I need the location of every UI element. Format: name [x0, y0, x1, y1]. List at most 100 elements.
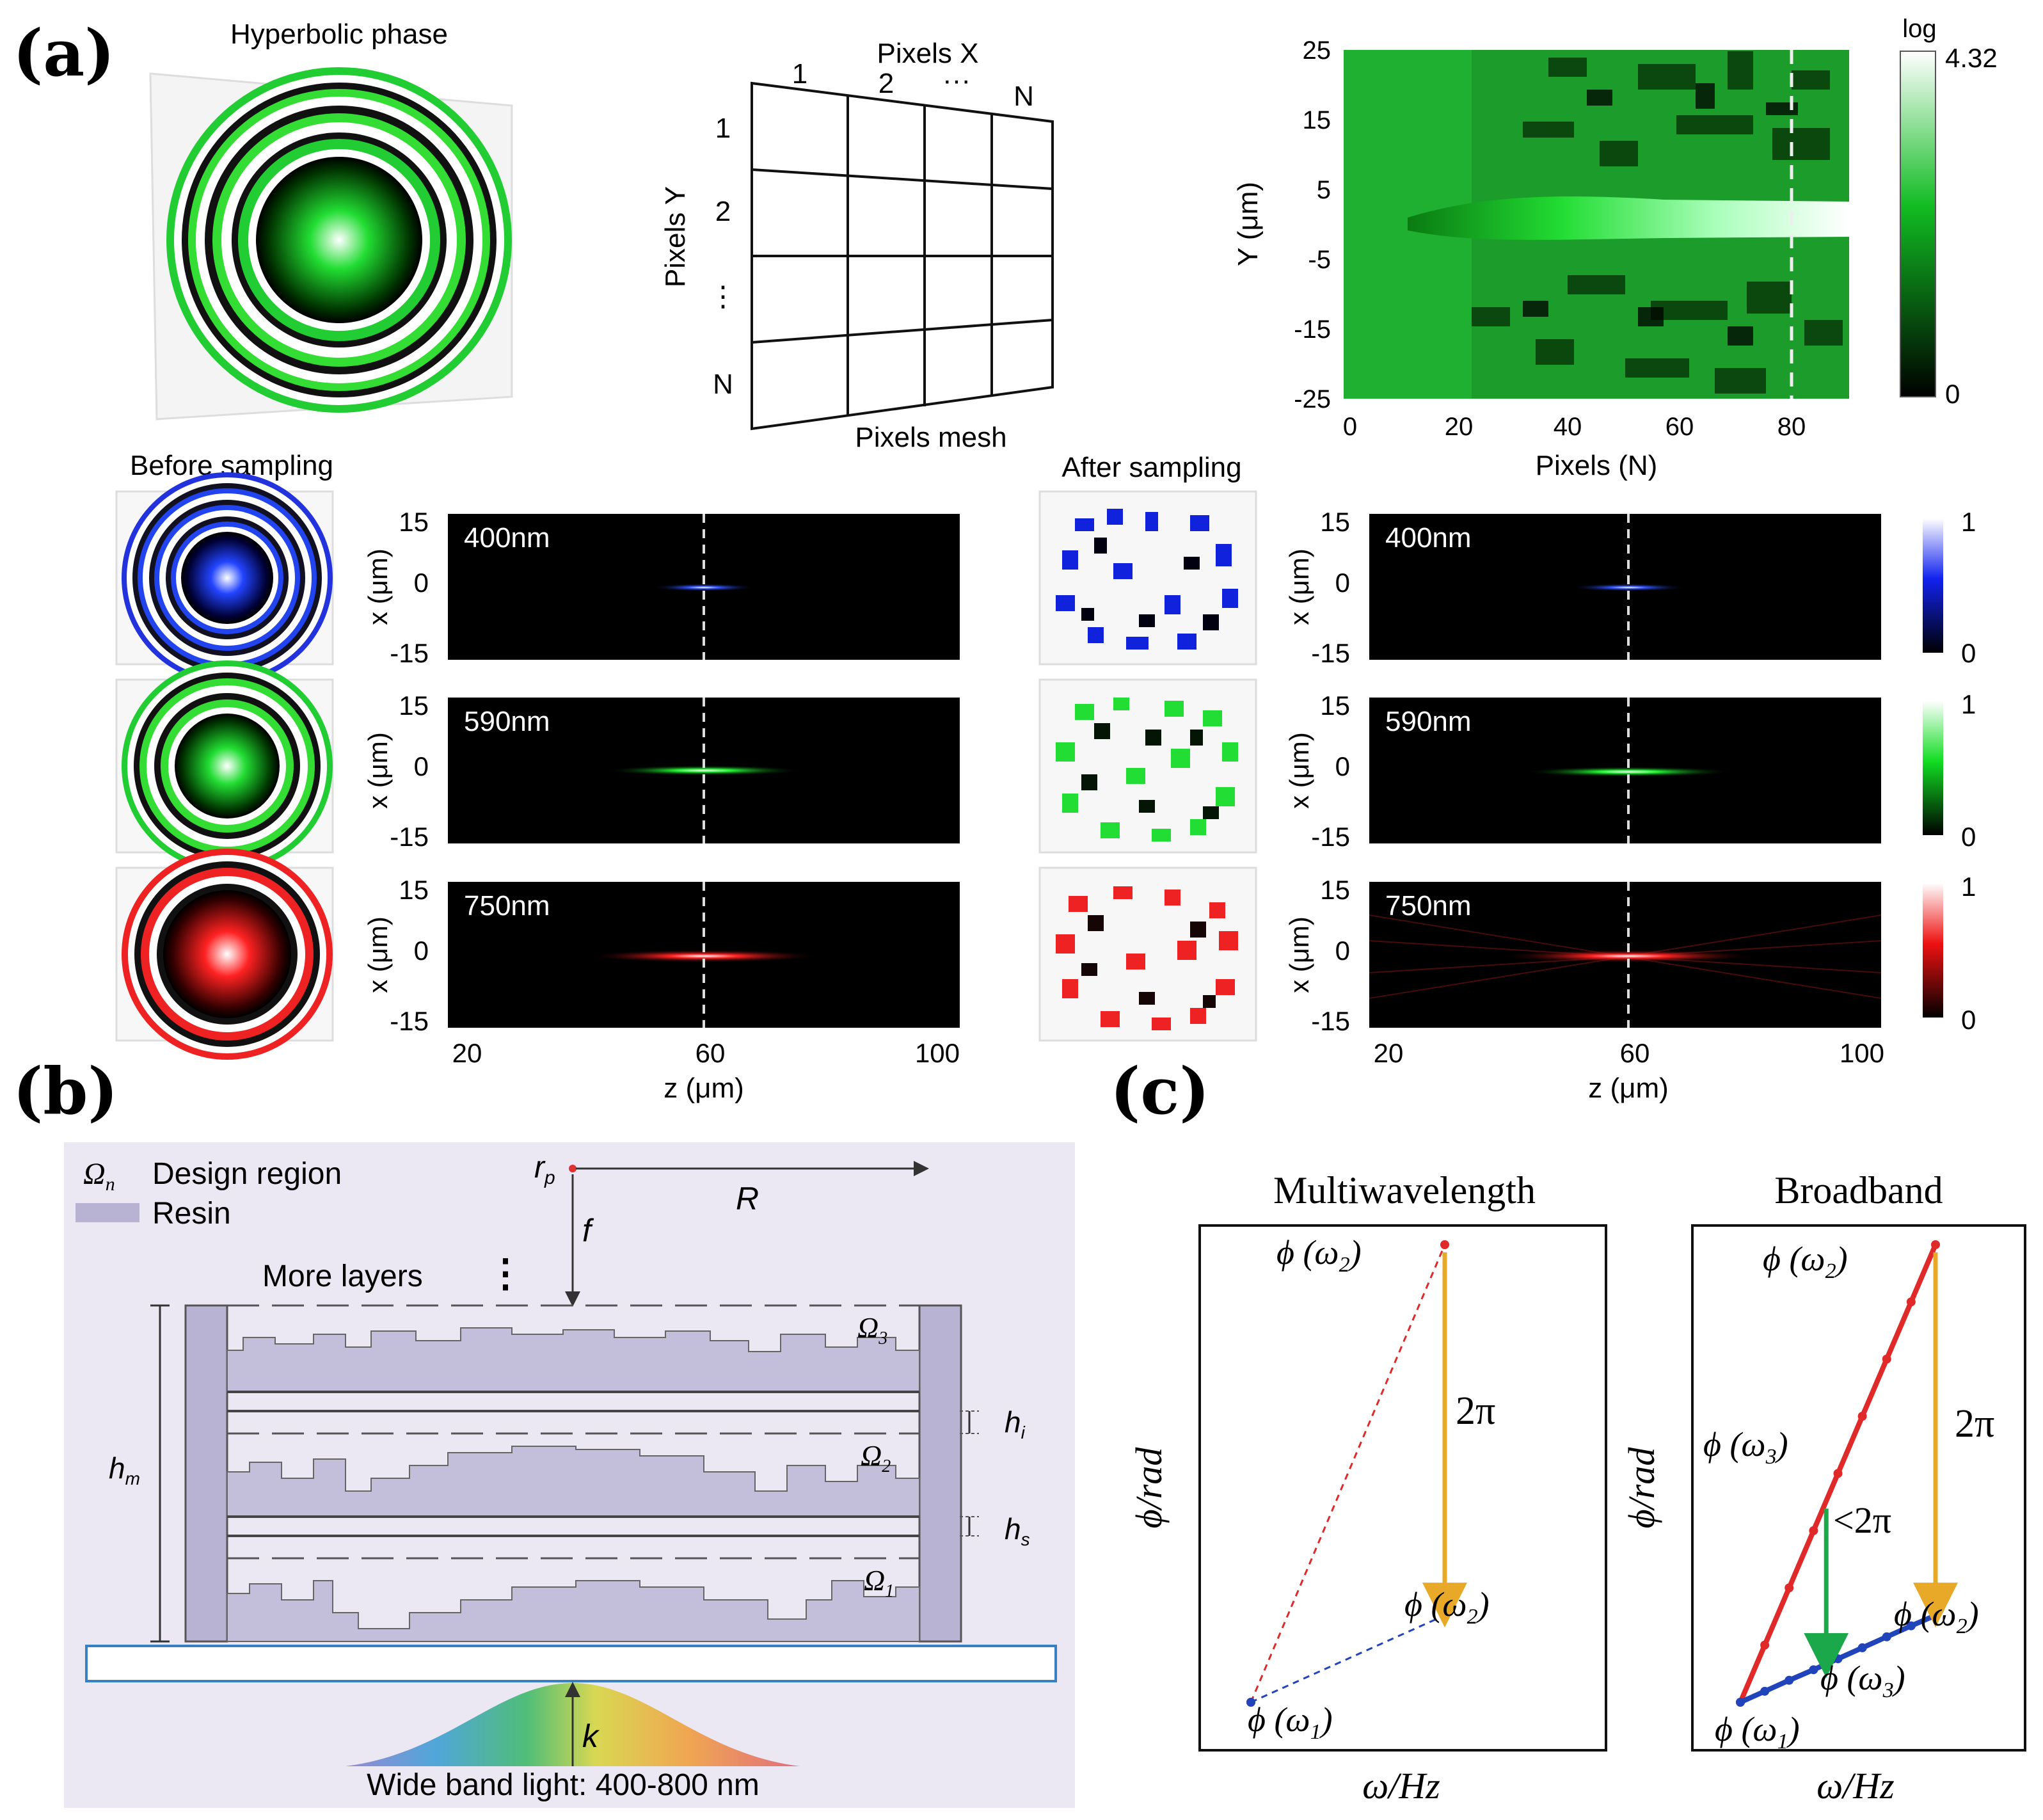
focus-ylabels: x (μm) x (μm) x (μm) x (μm) x (μm) x (μm…	[363, 548, 1314, 993]
resin-label: Resin	[152, 1197, 231, 1231]
hyperbolic-phase-title: Hyperbolic phase	[230, 19, 448, 50]
broad-lt2pi-label: <2π	[1833, 1499, 1891, 1541]
focus-yticks-left: 15 0 -15 15 0 -15 15 0 -15	[390, 507, 429, 1036]
omega-2-label: Ω2	[861, 1439, 891, 1476]
R-label: R	[736, 1181, 759, 1217]
ylabel-l3: x (μm)	[363, 916, 393, 993]
broad-label-low3: ϕ (ω3)	[1820, 1659, 1905, 1702]
before-lens-green	[115, 660, 334, 872]
rp-point	[569, 1165, 576, 1172]
rp-label: rp	[534, 1151, 555, 1188]
heatmap-ylabel: Y (μm)	[1232, 182, 1264, 266]
xtick-l-20: 20	[452, 1038, 482, 1068]
ytick-r1-15: 15	[1320, 507, 1350, 537]
heatmap-xtick-0: 0	[1343, 413, 1357, 441]
ytick-l1-15: 15	[399, 507, 429, 537]
focus-yticks-right: 15 0 -15 15 0 -15 15 0 -15	[1311, 507, 1350, 1036]
multi-label-bottom: ϕ (ω1)	[1248, 1700, 1333, 1744]
data-point-0-1	[1760, 1640, 1770, 1650]
data-point-0-1	[1440, 1240, 1449, 1249]
heatmap-x-ticks: 0 20 40 60 80	[1343, 413, 1806, 441]
focus-plot-after-750	[1369, 882, 1882, 1028]
heatmap-ytick-m15: -15	[1294, 315, 1331, 344]
heatmap-ytick-5: 5	[1317, 176, 1331, 204]
heatmap-xtick-80: 80	[1777, 413, 1806, 441]
ytick-l1-0: 0	[414, 568, 429, 598]
ytick-r3-0: 0	[1335, 936, 1350, 966]
omega-3-label: Ω3	[857, 1311, 887, 1348]
pixels-mesh-caption: Pixels mesh	[855, 422, 1006, 453]
multi-xlabel: ω/Hz	[1362, 1765, 1440, 1807]
colorbar-red	[1923, 883, 1943, 1018]
hm-label: hm	[109, 1451, 140, 1489]
focus-plot-before-750	[448, 882, 960, 1028]
colorbar-green	[1923, 701, 1943, 835]
heatmap-xtick-40: 40	[1554, 413, 1582, 441]
data-point-0-4	[1833, 1469, 1843, 1478]
heatmap-y-ticks: 25 15 5 -5 -15 -25	[1294, 36, 1331, 413]
ytick-l2-15: 15	[399, 690, 429, 721]
ytick-l3-15: 15	[399, 875, 429, 905]
hi-label: hi	[1005, 1405, 1026, 1442]
heatmap-ytick-m25: -25	[1294, 385, 1331, 413]
focus-xticks: 20 60 100 20 60 100	[452, 1038, 1884, 1068]
multi-2pi-label: 2π	[1456, 1389, 1495, 1433]
xtick-r-20: 20	[1374, 1038, 1404, 1068]
more-layers-dots: ⋮	[486, 1252, 525, 1295]
omega-1-label: Ω1	[864, 1564, 894, 1601]
k-label: k	[582, 1718, 600, 1754]
panel-label-b: (b)	[13, 1053, 118, 1129]
heatmap-xtick-20: 20	[1445, 413, 1474, 441]
wavelength-label-after-750: 750nm	[1385, 890, 1472, 922]
broad-2pi-label: 2π	[1955, 1402, 1994, 1446]
heatmap-ytick-m5: -5	[1308, 246, 1331, 274]
cb-blue-min: 0	[1961, 638, 1976, 668]
ytick-l2-0: 0	[414, 751, 429, 781]
wavelength-label-before-750: 750nm	[464, 890, 550, 922]
data-point-1-6	[1882, 1632, 1891, 1641]
data-point-1-1	[1760, 1686, 1770, 1696]
data-point-0-6	[1882, 1354, 1891, 1364]
data-point-0-7	[1906, 1297, 1916, 1307]
wide-band-light-label: Wide band light: 400-800 nm	[367, 1768, 759, 1802]
ytick-r2-m15: -15	[1311, 822, 1350, 852]
xtick-r-60: 60	[1620, 1038, 1650, 1068]
heatmap-ytick-15: 15	[1303, 106, 1332, 134]
ylabel-r1: x (μm)	[1284, 548, 1314, 625]
mesh-x-label-1: 1	[792, 58, 807, 90]
ytick-l1-m15: -15	[390, 638, 429, 668]
mesh-y-label-1: 1	[715, 113, 731, 144]
data-point-1-3	[1809, 1665, 1818, 1675]
after-sampling-title: After sampling	[1061, 452, 1241, 483]
xtick-l-100: 100	[915, 1038, 960, 1068]
cb-green-max: 1	[1961, 689, 1976, 719]
colorbar-log-label: log	[1902, 15, 1936, 43]
heatmap-xtick-60: 60	[1665, 413, 1694, 441]
xtick-l-60: 60	[696, 1038, 726, 1068]
xtick-r-100: 100	[1840, 1038, 1884, 1068]
ytick-l2-m15: -15	[390, 822, 429, 852]
data-point-0-2	[1785, 1583, 1794, 1593]
hs-label: hs	[1005, 1512, 1030, 1549]
wavelength-label-before-590: 590nm	[464, 706, 550, 737]
data-point-0-3	[1809, 1526, 1818, 1535]
focus-plot-after-400	[1369, 514, 1881, 660]
colorbar-ticks: 1 0 1 0 1 0	[1961, 507, 1976, 1035]
after-lens-blue	[1038, 490, 1257, 666]
broad-label-mid: ϕ (ω2)	[1894, 1595, 1979, 1638]
ylabel-l2: x (μm)	[363, 732, 393, 809]
focus-plot-after-590	[1369, 698, 1881, 843]
panel-b-diagram: Ωn Design region Resin More layers ⋮ rp …	[64, 1142, 1075, 1808]
pixels-x-title: Pixels X	[877, 38, 979, 69]
wavelength-label-after-590: 590nm	[1385, 706, 1472, 737]
broadband-title: Broadband	[1774, 1169, 1943, 1211]
cb-red-min: 0	[1961, 1005, 1976, 1035]
mesh-y-label-dots: ⋮	[709, 281, 737, 312]
heatmap-xlabel: Pixels (N)	[1536, 450, 1658, 481]
after-lens-green	[1038, 678, 1257, 854]
pixels-y-title: Pixels Y	[660, 186, 691, 287]
panel-label-c: (c)	[1110, 1053, 1210, 1129]
wavelength-label-before-400: 400nm	[464, 522, 550, 554]
data-point-1-0	[1246, 1698, 1255, 1707]
